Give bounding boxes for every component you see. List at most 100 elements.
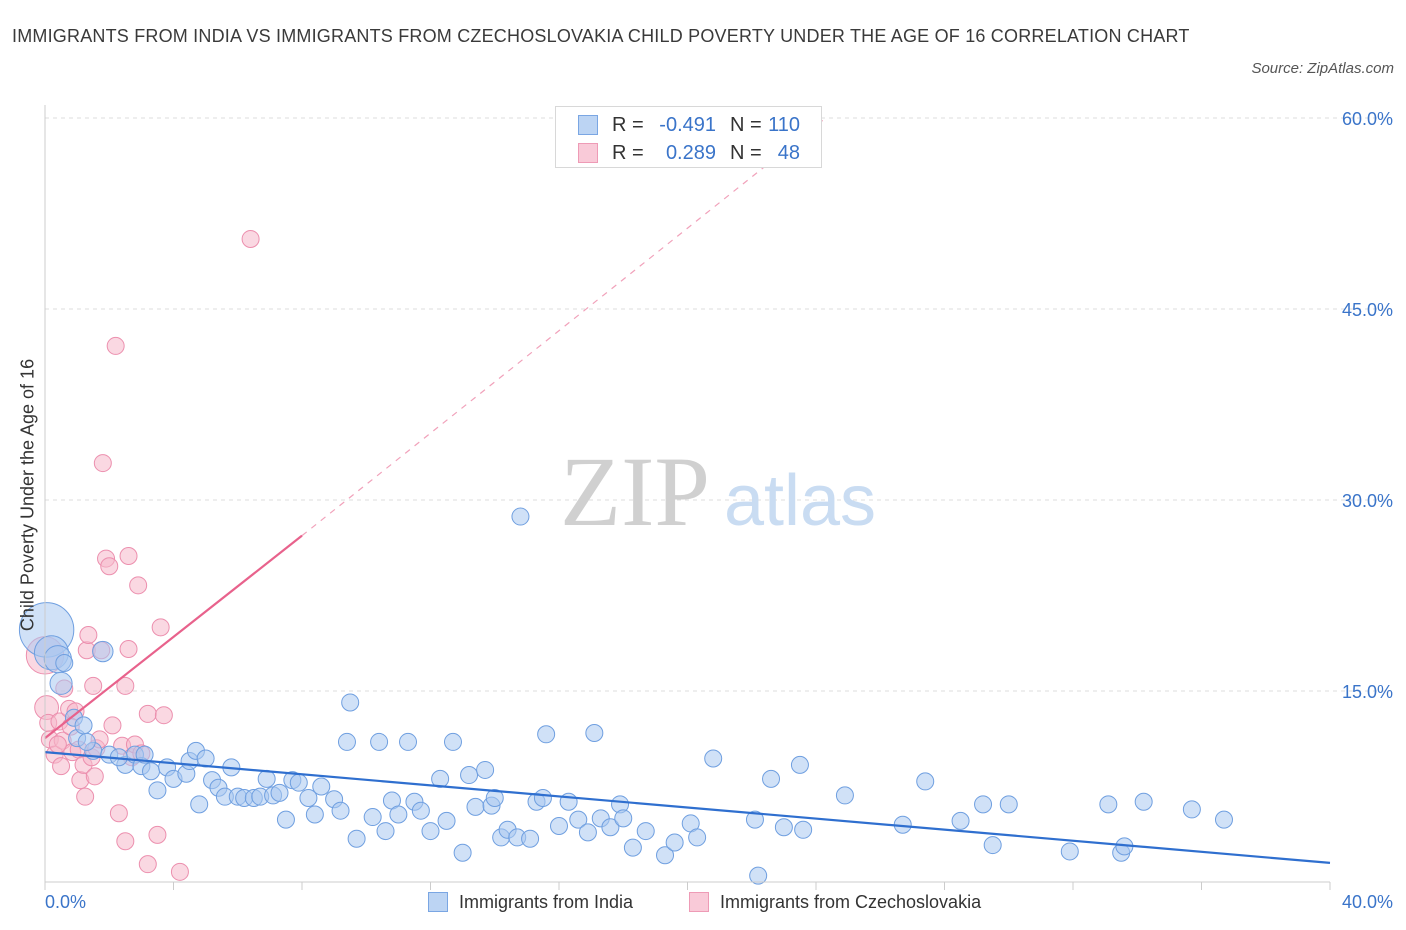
data-point-india <box>533 788 552 807</box>
data-point-czechoslovakia <box>76 787 95 806</box>
data-point-india <box>585 724 604 743</box>
data-point-india <box>466 797 485 816</box>
data-point-czechoslovakia <box>154 706 173 725</box>
data-point-czechoslovakia <box>109 804 128 823</box>
data-point-india <box>443 732 462 751</box>
data-point-india <box>341 693 360 712</box>
data-point-czechoslovakia <box>170 862 189 881</box>
data-point-india <box>55 653 74 672</box>
legend-r-value-india: -0.491 <box>659 114 716 136</box>
correlation-legend: R = -0.491 N = 110 R = 0.289 N = 48 <box>555 106 822 168</box>
watermark: ZIP atlas <box>560 436 876 547</box>
x-tick-label: 40.0% <box>1342 892 1393 912</box>
grid-layer <box>45 117 1390 692</box>
bottom-legend-label-india: Immigrants from India <box>459 892 634 912</box>
data-point-czechoslovakia <box>241 229 260 248</box>
data-point-india <box>511 507 530 526</box>
data-point-india <box>257 769 276 788</box>
data-point-india <box>521 829 540 848</box>
data-point-czechoslovakia <box>119 639 138 658</box>
data-point-india <box>92 640 114 663</box>
regression-extension-czechoslovakia <box>301 117 827 537</box>
bottom-legend-swatch-czech <box>689 892 709 912</box>
data-point-india <box>1134 792 1153 811</box>
data-point-india <box>688 828 707 847</box>
data-point-india <box>331 801 350 820</box>
regression-line-czechoslovakia <box>44 534 303 739</box>
data-point-india <box>745 810 764 829</box>
y-axis-label: Child Poverty Under the Age of 16 <box>17 358 38 632</box>
data-point-czechoslovakia <box>148 825 167 844</box>
data-point-india <box>974 795 993 814</box>
legend-r-label: R = <box>612 114 644 136</box>
data-point-india <box>312 777 331 796</box>
chart-title: IMMIGRANTS FROM INDIA VS IMMIGRANTS FROM… <box>12 26 1190 46</box>
data-point-india <box>190 795 209 814</box>
data-point-india <box>485 788 504 807</box>
data-point-india <box>74 716 93 735</box>
data-point-czechoslovakia <box>106 336 125 355</box>
data-point-czechoslovakia <box>79 625 98 644</box>
data-point-india <box>142 762 161 781</box>
data-point-india <box>276 810 295 829</box>
data-point-india <box>299 788 318 807</box>
data-point-india <box>537 725 556 744</box>
data-point-india <box>916 772 935 791</box>
data-point-india <box>421 822 440 841</box>
data-point-czechoslovakia <box>116 676 135 695</box>
data-point-india <box>999 795 1018 814</box>
y-tick-label: 45.0% <box>1342 300 1393 320</box>
data-point-india <box>289 773 308 792</box>
data-point-india <box>1060 842 1079 861</box>
legend-n-value-czech: 48 <box>777 142 800 164</box>
watermark-zip: ZIP <box>560 436 710 547</box>
axes: 15.0% 30.0% 45.0% 60.0% 0.0% 40.0% <box>44 105 1393 912</box>
data-point-india <box>49 671 73 695</box>
data-point-czechoslovakia <box>85 767 104 786</box>
data-point-india <box>270 783 289 802</box>
legend-n-value-india: 110 <box>768 114 800 136</box>
data-point-india <box>1099 795 1118 814</box>
data-point-india <box>835 786 854 805</box>
data-point-czechoslovakia <box>48 735 67 754</box>
data-point-czechoslovakia <box>84 676 103 695</box>
data-point-india <box>437 811 456 830</box>
data-point-india <box>762 769 781 788</box>
data-point-czechoslovakia <box>119 547 138 566</box>
data-point-india <box>614 809 633 828</box>
data-point-india <box>363 808 382 827</box>
data-point-czechoslovakia <box>151 618 170 637</box>
y-tick-label: 60.0% <box>1342 109 1393 129</box>
data-point-india <box>774 818 793 837</box>
data-point-india <box>399 732 418 751</box>
data-point-india <box>411 801 430 820</box>
regression-lines <box>44 117 1331 864</box>
y-tick-label: 30.0% <box>1342 491 1393 511</box>
data-point-czechoslovakia <box>138 855 157 874</box>
legend-r-value-czech: 0.289 <box>665 142 716 164</box>
legend-n-label: N = <box>730 142 762 164</box>
data-point-india <box>135 745 154 764</box>
data-point-india <box>148 781 167 800</box>
data-point-india <box>376 822 395 841</box>
data-point-india <box>665 833 684 852</box>
series-india-points <box>18 507 1233 885</box>
data-point-india <box>389 805 408 824</box>
regression-line-india <box>44 751 1331 864</box>
data-point-india <box>347 829 366 848</box>
data-point-india <box>431 769 450 788</box>
legend-swatch-czech <box>578 143 598 163</box>
data-point-india <box>453 843 472 862</box>
source-label: Source: ZipAtlas.com <box>1251 60 1394 77</box>
legend-r-label: R = <box>612 142 644 164</box>
data-point-czechoslovakia <box>93 454 112 473</box>
data-point-india <box>77 732 96 751</box>
data-point-india <box>337 732 356 751</box>
data-point-india <box>623 838 642 857</box>
data-point-india <box>790 755 809 774</box>
data-point-india <box>578 823 597 842</box>
data-point-india <box>983 836 1002 855</box>
data-point-czechoslovakia <box>103 716 122 735</box>
bottom-legend-swatch-india <box>428 892 448 912</box>
